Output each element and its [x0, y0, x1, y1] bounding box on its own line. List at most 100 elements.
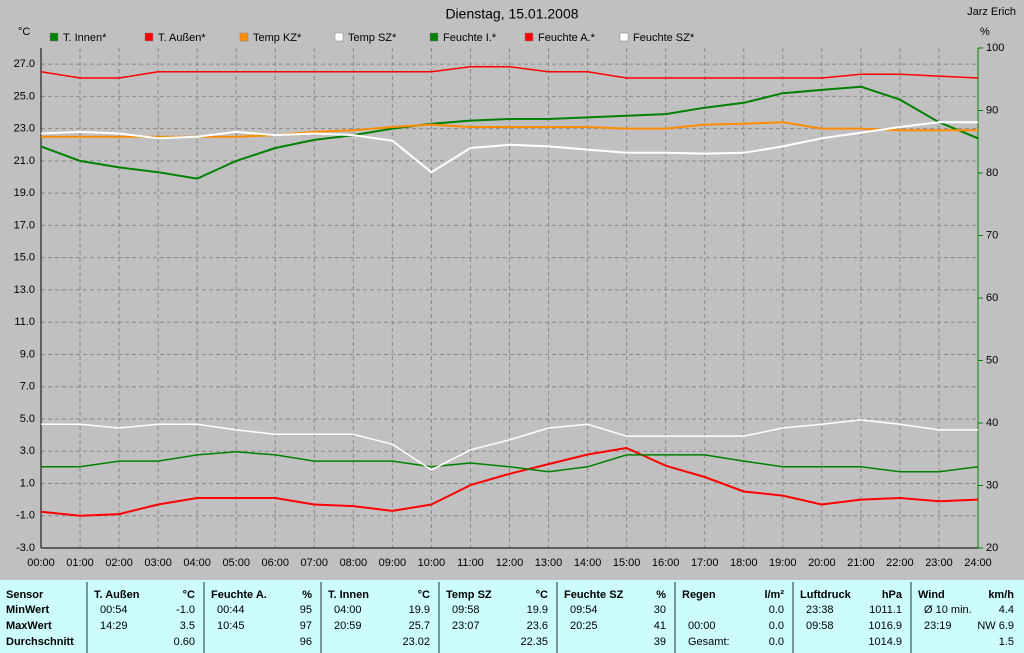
- column-unit: %: [656, 589, 666, 601]
- series-line: [40, 121, 978, 174]
- legend-swatch: [429, 32, 439, 42]
- cell-value: 23.6: [527, 620, 548, 632]
- y2-tick-label: 50: [986, 354, 998, 366]
- cell-value: 0.0: [769, 620, 784, 632]
- y-tick-label: 21.0: [14, 155, 35, 167]
- legend-label: Feuchte I.*: [443, 32, 497, 44]
- legend-label: Feuchte A.*: [538, 32, 596, 44]
- y2-tick-label: 40: [986, 417, 998, 429]
- x-tick-label: 11:00: [457, 557, 484, 569]
- column-unit: °C: [536, 589, 548, 601]
- x-tick-label: 18:00: [730, 557, 758, 569]
- chart-title: Dienstag, 15.01.2008: [445, 6, 578, 22]
- cell-value: 19.9: [409, 604, 430, 616]
- legend-swatch: [524, 32, 534, 42]
- column-header: Wind: [918, 589, 945, 601]
- x-tick-label: 22:00: [886, 557, 914, 569]
- column-unit: l/m²: [764, 589, 784, 601]
- x-tick-label: 04:00: [183, 557, 211, 569]
- y2-tick-label: 30: [986, 479, 998, 491]
- stats-table: Sensor MinWert MaxWert Durchschnitt T. Außen…: [6, 582, 1014, 653]
- column-header: Regen: [682, 589, 716, 601]
- series-line: [41, 419, 978, 471]
- column-unit: °C: [418, 589, 430, 601]
- y-tick-label: 7.0: [20, 381, 35, 393]
- y-tick-label: 9.0: [20, 348, 35, 360]
- x-tick-label: 24:00: [964, 557, 992, 569]
- cell-value: 1016.9: [868, 620, 902, 632]
- y-tick-label: -3.0: [16, 542, 35, 554]
- column-header: Feuchte SZ: [564, 589, 624, 601]
- cell-time: 20:59: [334, 620, 362, 632]
- x-tick-label: 07:00: [301, 557, 329, 569]
- y2-tick-label: 20: [986, 542, 998, 554]
- column-header: T. Außen: [94, 589, 140, 601]
- cell-value: 95: [300, 604, 312, 616]
- x-tick-label: 03:00: [144, 557, 172, 569]
- legend-label: Temp KZ*: [253, 32, 302, 44]
- series-line: [40, 447, 979, 517]
- x-tick-label: 14:00: [574, 557, 602, 569]
- y-tick-label: -1.0: [16, 510, 35, 522]
- table-background: [0, 580, 1024, 653]
- cell-value: 25.7: [409, 620, 430, 632]
- column-unit: %: [302, 589, 312, 601]
- cell-time: 23:07: [452, 620, 480, 632]
- cell-value: 96: [300, 636, 312, 648]
- column-unit: °C: [183, 589, 195, 601]
- cell-value: 19.9: [527, 604, 548, 616]
- legend-label: Temp SZ*: [348, 32, 397, 44]
- cell-value: 3.5: [180, 620, 195, 632]
- cell-time: 20:25: [570, 620, 598, 632]
- legend-label: Feuchte SZ*: [633, 32, 695, 44]
- cell-time: Gesamt:: [688, 636, 730, 648]
- x-tick-label: 05:00: [222, 557, 250, 569]
- x-tick-label: 20:00: [808, 557, 836, 569]
- x-tick-label: 10:00: [418, 557, 446, 569]
- y2-tick-label: 100: [986, 42, 1004, 54]
- x-tick-label: 16:00: [652, 557, 680, 569]
- cell-time: 00:54: [100, 604, 128, 616]
- y-tick-label: 17.0: [14, 219, 35, 231]
- x-tick-label: 13:00: [535, 557, 563, 569]
- row-label: Sensor: [6, 589, 44, 601]
- y-tick-label: 13.0: [14, 284, 35, 296]
- legend-swatch: [144, 32, 154, 42]
- cell-time: Ø 10 min.: [924, 604, 972, 616]
- x-tick-label: 02:00: [105, 557, 133, 569]
- cell-time: 00:44: [217, 604, 245, 616]
- cell-time: 09:58: [806, 620, 834, 632]
- x-tick-label: 21:00: [847, 557, 875, 569]
- row-label: Durchschnitt: [6, 636, 74, 648]
- x-tick-label: 09:00: [379, 557, 407, 569]
- cell-time: 14:29: [100, 620, 128, 632]
- y-tick-label: 27.0: [14, 58, 35, 70]
- y2-tick-label: 60: [986, 292, 998, 304]
- x-tick-label: 15:00: [613, 557, 641, 569]
- series-line: [40, 85, 979, 180]
- column-unit: hPa: [882, 589, 903, 601]
- y-axis-label: °C: [18, 26, 30, 38]
- y2-tick-label: 90: [986, 104, 998, 116]
- x-tick-label: 19:00: [769, 557, 797, 569]
- y-tick-label: 23.0: [14, 123, 35, 135]
- cell-value: 23.02: [402, 636, 430, 648]
- y-tick-label: 25.0: [14, 90, 35, 102]
- x-tick-label: 01:00: [66, 557, 94, 569]
- column-header: T. Innen: [328, 589, 369, 601]
- legend-swatch: [239, 32, 249, 42]
- row-label: MaxWert: [6, 620, 52, 632]
- column-unit: km/h: [988, 589, 1014, 601]
- cell-time: 23:38: [806, 604, 834, 616]
- y-tick-label: 3.0: [20, 445, 35, 457]
- legend-swatch: [619, 32, 629, 42]
- legend-swatch: [334, 32, 344, 42]
- cell-time: 04:00: [334, 604, 362, 616]
- column-header: Luftdruck: [800, 589, 852, 601]
- cell-time: 00:00: [688, 620, 716, 632]
- cell-value: 30: [654, 604, 666, 616]
- x-tick-label: 00:00: [27, 557, 55, 569]
- x-tick-label: 08:00: [340, 557, 368, 569]
